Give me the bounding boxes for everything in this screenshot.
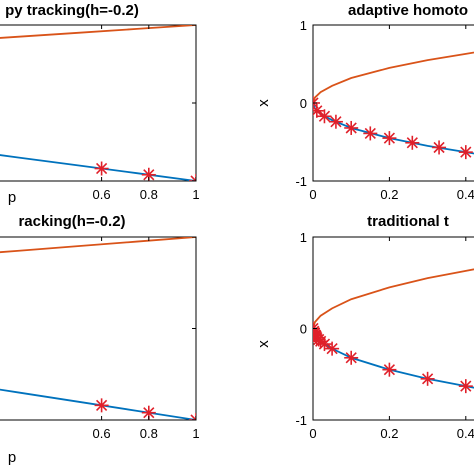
- subplot-title: adaptive homoto: [348, 2, 468, 19]
- marker-stroke: [313, 97, 319, 105]
- subplot-title: py tracking(h=-0.2): [5, 2, 139, 19]
- marker-stroke: [383, 364, 396, 376]
- plot-frame: [0, 24, 197, 182]
- x-tick-label: 0.8: [140, 426, 158, 441]
- marker-asterisk: [94, 398, 109, 413]
- series-line-1: [0, 237, 196, 254]
- plot-frame: [312, 24, 474, 182]
- x-tick-label: 0.4: [457, 426, 474, 441]
- marker-stroke: [460, 146, 472, 158]
- x-tick-label: 0: [309, 426, 316, 441]
- marker-stroke: [190, 414, 196, 420]
- marker-stroke: [330, 116, 342, 128]
- subplot-title: traditional t: [367, 213, 449, 230]
- marker-asterisk: [458, 379, 473, 394]
- x-tick-label: 0.6: [93, 426, 111, 441]
- x-axis-label: p: [8, 449, 16, 466]
- marker-stroke: [95, 162, 108, 175]
- x-tick-label: 0.2: [380, 187, 398, 202]
- y-tick-label: -1: [295, 174, 307, 189]
- y-tick-label: 0: [300, 96, 307, 111]
- x-tick-label: 0: [309, 187, 316, 202]
- marker-asterisk: [317, 337, 332, 352]
- series-line-1: [313, 268, 474, 329]
- marker-stroke: [383, 132, 396, 144]
- marker-stroke: [421, 373, 434, 385]
- x-tick-label: 0.2: [380, 426, 398, 441]
- marker-asterisk: [189, 413, 196, 420]
- x-tick-label: 1: [192, 187, 199, 202]
- marker-stroke: [143, 407, 155, 419]
- marker-stroke: [326, 343, 338, 355]
- plot-area: [0, 25, 196, 181]
- series-line-1: [313, 51, 474, 104]
- subplot-3: 0.6 0.8 1 racking(h=-0.2) p: [0, 213, 200, 466]
- subplot-title: racking(h=-0.2): [18, 213, 125, 230]
- series-line-2: [0, 154, 196, 181]
- x-tick-label: 0.8: [140, 187, 158, 202]
- x-tick-label: 1: [192, 426, 199, 441]
- plot-area: [313, 268, 474, 394]
- marker-stroke: [345, 122, 357, 134]
- marker-stroke: [143, 169, 155, 181]
- series-line-2: [313, 328, 474, 389]
- marker-asterisk: [382, 362, 397, 377]
- x-tick-label: 0.4: [457, 187, 474, 202]
- marker-stroke: [433, 141, 445, 154]
- marker-asterisk: [94, 161, 109, 176]
- marker-stroke: [318, 338, 331, 350]
- y-axis-label: x: [255, 99, 272, 107]
- plot-area: [0, 237, 196, 420]
- marker-asterisk: [317, 109, 332, 124]
- marker-asterisk: [189, 174, 196, 181]
- marker-stroke: [460, 380, 472, 392]
- y-tick-label: 1: [300, 230, 307, 245]
- marker-asterisk: [382, 131, 397, 146]
- plot-area: [313, 51, 474, 160]
- series-line-1: [0, 25, 196, 39]
- marker-stroke: [345, 352, 357, 364]
- marker-asterisk: [405, 135, 420, 150]
- y-axis-label: x: [255, 340, 272, 348]
- marker-asterisk: [325, 341, 340, 356]
- marker-asterisk: [313, 103, 324, 118]
- x-tick-label: 0.6: [93, 187, 111, 202]
- marker-asterisk: [420, 371, 435, 386]
- marker-stroke: [406, 137, 418, 149]
- marker-stroke: [318, 110, 331, 122]
- y-tick-label: 0: [300, 322, 307, 337]
- marker-stroke: [313, 322, 319, 330]
- x-axis-label: p: [8, 189, 16, 206]
- y-tick-label: 1: [300, 18, 307, 33]
- marker-stroke: [190, 175, 196, 181]
- marker-stroke: [95, 399, 108, 411]
- series-line-2: [0, 388, 196, 420]
- series-line-2: [313, 102, 474, 155]
- y-tick-label: -1: [295, 413, 307, 428]
- marker-asterisk: [458, 145, 473, 160]
- marker-asterisk: [432, 140, 447, 155]
- plot-frame: [312, 236, 474, 421]
- marker-stroke: [313, 105, 323, 116]
- marker-asterisk: [328, 114, 343, 129]
- marker-stroke: [364, 127, 376, 140]
- marker-asterisk: [344, 350, 359, 365]
- marker-asterisk: [363, 126, 378, 141]
- plot-frame: [0, 236, 197, 421]
- marker-asterisk: [344, 120, 359, 135]
- subplot-1: 0.6 0.8 1 py tracking(h=-0.2) p: [0, 2, 200, 206]
